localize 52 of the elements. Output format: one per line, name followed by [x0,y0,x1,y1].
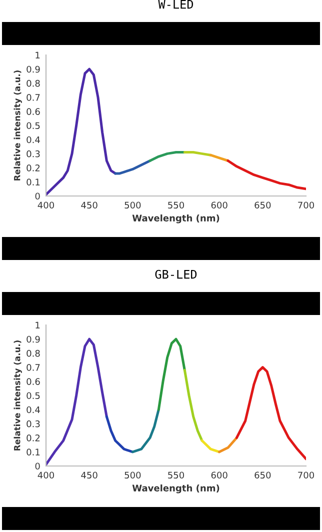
y-tick-label: 0.9 [26,66,40,73]
y-tick-label: 0.5 [26,122,40,130]
line-series [235,366,306,460]
y-tick-label: 1 [36,322,40,328]
y-tick-label: 0.1 [26,448,40,456]
x-tick-label: 700 [298,202,314,209]
y-tick-label: 0.3 [26,150,40,158]
y-tick-label: 0.7 [26,364,40,371]
x-tick-label: 600 [211,472,228,479]
y-tick-label: 0.6 [26,378,40,385]
y-tick-label: 0 [35,462,40,470]
x-tick-label: 500 [124,202,141,209]
chart-title: GB-LED [155,270,197,279]
line-series [46,68,117,196]
y-axis-title: Relative intensity (a.u.) [14,340,22,450]
line-series [183,368,204,442]
y-tick-label: 0.8 [26,80,40,87]
x-tick-label: 700 [298,472,314,479]
x-tick-label: 450 [81,202,98,209]
x-tick-label: 600 [211,202,228,209]
line-series [46,338,108,466]
y-tick-label: 0.6 [26,108,40,115]
line-series [157,338,186,411]
x-tick-label: 450 [81,472,98,479]
y-tick-label: 0.9 [26,336,40,343]
y-axis-title: Relative intensity (a.u.) [14,70,22,180]
y-tick-label: 0.3 [26,420,40,428]
y-tick-label: 0.8 [26,350,40,357]
line-series [105,415,134,454]
y-tick-label: 0 [35,192,40,200]
x-tick-label: 550 [168,472,184,479]
y-tick-label: 0.2 [26,434,40,442]
x-tick-label: 400 [38,202,54,209]
y-tick-label: 0.4 [26,136,40,144]
line-series [114,160,152,175]
y-tick-label: 0.2 [26,164,40,172]
x-tick-label: 400 [38,472,54,479]
x-tick-label: 650 [254,472,271,479]
x-axis-title: Wavelength (nm) [132,484,220,494]
y-tick-label: 0.1 [26,178,40,186]
x-axis-title: Wavelength (nm) [132,214,220,224]
x-tick-label: 550 [168,202,184,209]
y-tick-label: 1 [36,52,40,58]
line-series [148,151,186,162]
y-tick-label: 0.4 [26,406,40,414]
y-tick-label: 0.7 [26,94,40,101]
line-series [131,408,160,454]
line-series [226,160,306,190]
y-tick-label: 0.5 [26,392,40,400]
x-tick-label: 500 [124,472,141,479]
x-tick-label: 650 [254,202,271,209]
chart-title: W-LED [158,0,194,9]
